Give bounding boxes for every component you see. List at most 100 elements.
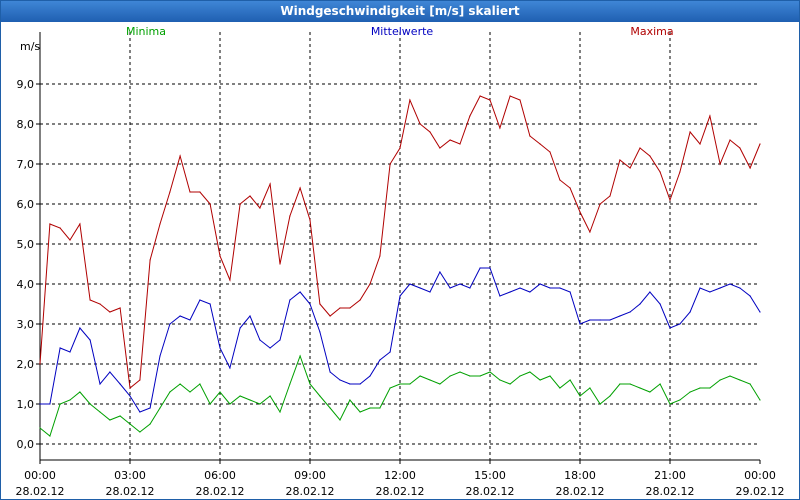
data-point bbox=[539, 379, 541, 381]
x-tick-time: 09:00 bbox=[294, 469, 326, 482]
data-point bbox=[59, 347, 61, 349]
data-point bbox=[349, 383, 351, 385]
data-point bbox=[239, 203, 241, 205]
data-point bbox=[559, 287, 561, 289]
data-point bbox=[489, 267, 491, 269]
data-point bbox=[369, 375, 371, 377]
data-point bbox=[439, 383, 441, 385]
data-point bbox=[689, 131, 691, 133]
data-point bbox=[419, 375, 421, 377]
data-point bbox=[659, 171, 661, 173]
data-point bbox=[129, 387, 131, 389]
data-point bbox=[399, 383, 401, 385]
data-point bbox=[249, 399, 251, 401]
data-point bbox=[559, 179, 561, 181]
data-point bbox=[199, 299, 201, 301]
data-point bbox=[69, 351, 71, 353]
data-point bbox=[259, 403, 261, 405]
data-point bbox=[729, 375, 731, 377]
y-tick-label: 6,0 bbox=[17, 198, 35, 211]
legend: Minima Mittelwerte Maxima bbox=[126, 25, 674, 38]
data-point bbox=[469, 287, 471, 289]
data-point bbox=[519, 99, 521, 101]
plot-frame bbox=[39, 32, 760, 461]
data-point bbox=[99, 303, 101, 305]
data-point bbox=[669, 199, 671, 201]
data-point bbox=[539, 283, 541, 285]
data-point bbox=[499, 295, 501, 297]
data-point bbox=[109, 419, 111, 421]
data-point bbox=[629, 383, 631, 385]
data-point bbox=[419, 123, 421, 125]
data-point bbox=[59, 403, 61, 405]
data-point bbox=[169, 391, 171, 393]
data-point bbox=[299, 187, 301, 189]
data-point bbox=[129, 395, 131, 397]
data-point bbox=[479, 95, 481, 97]
data-point bbox=[179, 383, 181, 385]
y-tick-label: 5,0 bbox=[17, 238, 35, 251]
x-tick-time: 21:00 bbox=[654, 469, 686, 482]
data-point bbox=[159, 223, 161, 225]
data-point bbox=[219, 347, 221, 349]
data-point bbox=[249, 315, 251, 317]
data-point bbox=[539, 143, 541, 145]
data-point bbox=[329, 315, 331, 317]
data-point bbox=[559, 387, 561, 389]
data-point bbox=[299, 355, 301, 357]
data-point bbox=[329, 407, 331, 409]
data-point bbox=[609, 319, 611, 321]
y-tick-label: 7,0 bbox=[17, 158, 35, 171]
data-point bbox=[519, 375, 521, 377]
data-point bbox=[139, 411, 141, 413]
data-point bbox=[199, 191, 201, 193]
data-point bbox=[289, 215, 291, 217]
data-point bbox=[149, 423, 151, 425]
data-point bbox=[89, 339, 91, 341]
data-point bbox=[739, 379, 741, 381]
data-point bbox=[379, 359, 381, 361]
data-point bbox=[139, 431, 141, 433]
data-point bbox=[659, 383, 661, 385]
x-axis: 00:00 28.02.12 03:00 28.02.12 06:00 28.02.12 0… bbox=[16, 460, 784, 498]
data-point bbox=[619, 159, 621, 161]
data-point bbox=[449, 139, 451, 141]
data-point bbox=[459, 371, 461, 373]
y-tick-label: 1,0 bbox=[17, 398, 35, 411]
data-point bbox=[49, 223, 51, 225]
data-point bbox=[309, 383, 311, 385]
data-point bbox=[369, 407, 371, 409]
data-point bbox=[679, 171, 681, 173]
x-tick-time: 03:00 bbox=[114, 469, 146, 482]
data-point bbox=[69, 399, 71, 401]
y-axis-label: m/s bbox=[20, 40, 40, 53]
data-point bbox=[379, 407, 381, 409]
data-point bbox=[459, 143, 461, 145]
data-point bbox=[589, 387, 591, 389]
data-point bbox=[699, 387, 701, 389]
data-point bbox=[259, 339, 261, 341]
data-point bbox=[409, 99, 411, 101]
data-point bbox=[219, 255, 221, 257]
data-point bbox=[209, 403, 211, 405]
data-point bbox=[469, 375, 471, 377]
y-tick-label: 9,0 bbox=[17, 78, 35, 91]
window-title: Windgeschwindigkeit [m/s] skaliert bbox=[1, 1, 799, 22]
data-point bbox=[169, 191, 171, 193]
data-point bbox=[189, 391, 191, 393]
data-point bbox=[509, 291, 511, 293]
data-point bbox=[439, 271, 441, 273]
data-point bbox=[639, 147, 641, 149]
data-point bbox=[619, 383, 621, 385]
data-point bbox=[509, 383, 511, 385]
x-tick-date: 28.02.12 bbox=[466, 485, 515, 498]
data-point bbox=[119, 415, 121, 417]
data-point bbox=[649, 391, 651, 393]
data-point bbox=[629, 167, 631, 169]
data-point bbox=[589, 319, 591, 321]
data-point bbox=[279, 411, 281, 413]
data-point bbox=[669, 403, 671, 405]
data-point bbox=[279, 339, 281, 341]
data-point bbox=[459, 283, 461, 285]
